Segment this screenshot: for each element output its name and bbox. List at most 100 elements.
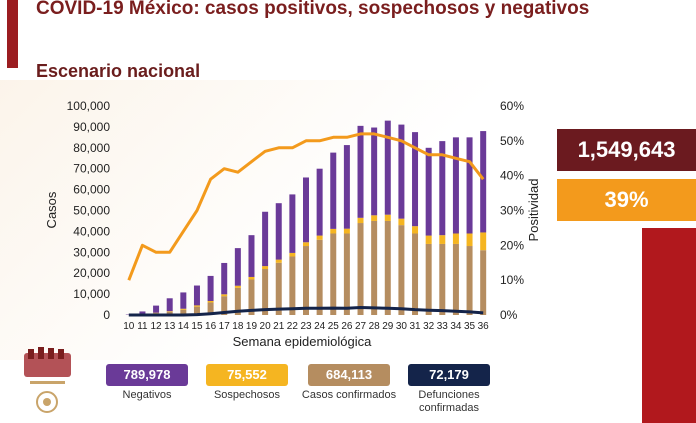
bar-casos-confirmados	[398, 225, 405, 315]
bar-negativos	[425, 147, 432, 236]
title-accent-bar	[7, 0, 18, 68]
x-tick-label: 14	[178, 321, 190, 332]
x-tick-label: 32	[423, 321, 435, 332]
page-subtitle: Escenario nacional	[36, 61, 201, 81]
sospechosos-card: 75,552	[206, 364, 288, 386]
bar-negativos	[221, 262, 228, 295]
bar-sospechosos	[180, 308, 187, 310]
bar-casos-confirmados	[466, 246, 473, 315]
bar-negativos	[234, 248, 241, 286]
x-tick-label: 11	[137, 321, 148, 332]
bar-negativos	[153, 305, 160, 313]
y-tick-label: 60,000	[73, 183, 110, 197]
bar-sospechosos	[452, 233, 459, 244]
bar-sospechosos	[371, 215, 378, 221]
negativos-card: 789,978	[106, 364, 188, 386]
bar-casos-confirmados	[303, 246, 309, 315]
bar-casos-confirmados	[480, 250, 487, 315]
y-tick-label: 70,000	[73, 162, 110, 176]
bar-casos-confirmados	[343, 233, 350, 315]
bar-sospechosos	[439, 235, 446, 244]
x-tick-label: 19	[246, 321, 258, 332]
bar-casos-confirmados	[193, 306, 200, 315]
bar-casos-confirmados	[262, 269, 269, 315]
bar-casos-confirmados	[384, 220, 391, 315]
bar-negativos	[452, 137, 459, 234]
casos-confirmados-card: 684,113	[308, 364, 390, 386]
x-tick-label: 23	[300, 321, 312, 332]
bar-negativos	[480, 131, 487, 233]
y2-tick-label: 50%	[500, 134, 524, 148]
y-tick-label: 40,000	[73, 224, 110, 238]
y-tick-label: 10,000	[73, 287, 110, 301]
bar-casos-confirmados	[316, 239, 323, 315]
y2-tick-label: 60%	[500, 99, 524, 113]
x-tick-label: 26	[341, 321, 353, 332]
bar-sospechosos	[343, 228, 350, 234]
y-tick-label: 100,000	[67, 99, 111, 113]
x-tick-label: 30	[396, 321, 408, 332]
bar-sospechosos	[234, 285, 241, 288]
bar-sospechosos	[466, 233, 473, 247]
bar-sospechosos	[262, 266, 269, 270]
government-logo-icon	[24, 347, 71, 413]
bar-casos-confirmados	[275, 262, 282, 315]
x-tick-label: 17	[219, 321, 231, 332]
bar-casos-confirmados	[371, 220, 378, 315]
bar-casos-confirmados	[166, 311, 173, 315]
bar-sospechosos	[289, 252, 296, 257]
bar-casos-confirmados	[357, 223, 364, 315]
y2-tick-label: 20%	[500, 238, 524, 252]
bar-sospechosos	[207, 300, 214, 303]
bar-sospechosos	[275, 259, 282, 263]
bar-casos-confirmados	[439, 243, 446, 315]
bar-casos-confirmados	[180, 309, 187, 315]
bar-negativos	[384, 120, 391, 215]
y-tick-label: 0	[103, 308, 110, 322]
x-tick-label: 10	[123, 321, 135, 332]
y-tick-label: 90,000	[73, 120, 110, 134]
bar-negativos	[193, 285, 200, 306]
x-tick-label: 28	[369, 321, 381, 332]
bar-negativos	[412, 132, 419, 227]
bar-negativos	[262, 211, 269, 267]
bar-negativos	[466, 137, 473, 234]
defunciones-card: 72,179	[408, 364, 490, 386]
y-tick-label: 30,000	[73, 245, 110, 259]
y2-tick-label: 30%	[500, 204, 524, 218]
deaths-line	[128, 305, 484, 317]
bar-sospechosos	[303, 242, 309, 247]
positivity-box: 39%	[557, 179, 696, 221]
sospechosos-label: Sospechosos	[213, 389, 281, 401]
casos-confirmados-label: Casos confirmados	[301, 389, 397, 401]
x-tick-label: 25	[328, 321, 340, 332]
y2-tick-label: 40%	[500, 169, 524, 183]
bar-casos-confirmados	[452, 243, 459, 315]
page-title: COVID-19 México: casos positivos, sospec…	[36, 0, 590, 19]
negativos-label: Negativos	[122, 389, 172, 401]
bar-casos-confirmados	[425, 243, 432, 315]
bar-sospechosos	[425, 235, 432, 244]
y-tick-label: 20,000	[73, 266, 110, 280]
bar-negativos	[398, 124, 405, 219]
x-tick-label: 35	[464, 321, 476, 332]
bar-sospechosos	[330, 228, 337, 234]
bar-negativos	[330, 152, 337, 229]
y2-tick-label: 10%	[500, 273, 524, 287]
bar-negativos	[343, 145, 350, 229]
bar-negativos	[439, 141, 446, 236]
x-tick-label: 31	[409, 321, 421, 332]
bar-casos-confirmados	[248, 279, 255, 315]
total-tests-box: 1,549,643	[557, 129, 696, 171]
bar-casos-confirmados	[412, 233, 419, 315]
bar-negativos	[139, 311, 146, 315]
x-tick-label: 22	[287, 321, 299, 332]
bar-negativos	[180, 292, 187, 309]
bar-casos-confirmados	[221, 296, 228, 315]
bar-sospechosos	[398, 218, 405, 226]
bar-negativos	[357, 125, 364, 218]
bar-negativos	[166, 298, 173, 312]
side-panel	[642, 228, 696, 423]
x-tick-label: 33	[437, 321, 449, 332]
